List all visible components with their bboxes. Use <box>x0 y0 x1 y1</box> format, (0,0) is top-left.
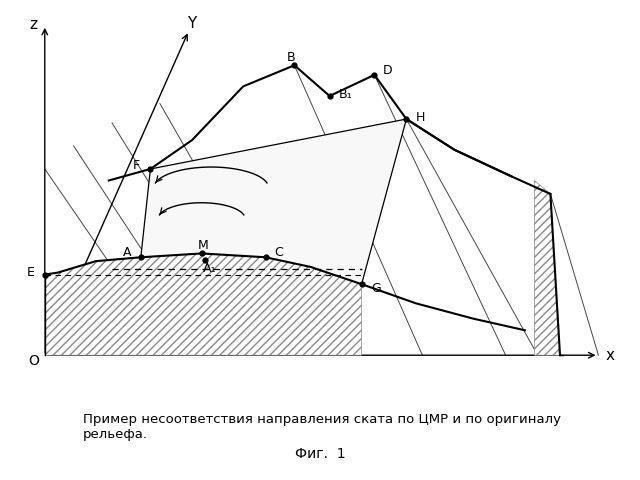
Text: рельефа.: рельефа. <box>83 428 148 441</box>
Text: Пример несоответствия направления ската по ЦМР и по оригиналу: Пример несоответствия направления ската … <box>83 413 561 427</box>
Text: O: O <box>28 354 38 368</box>
Text: B: B <box>287 51 296 64</box>
Polygon shape <box>534 180 560 355</box>
Polygon shape <box>45 253 362 355</box>
Text: A₁: A₁ <box>203 262 217 275</box>
Text: A: A <box>122 246 131 259</box>
Text: D: D <box>382 64 392 77</box>
Text: F: F <box>132 158 140 172</box>
Text: C: C <box>274 246 283 259</box>
Text: B₁: B₁ <box>339 87 353 101</box>
Text: H: H <box>416 110 425 124</box>
Text: z: z <box>29 17 37 33</box>
Text: G: G <box>371 281 381 295</box>
Text: x: x <box>605 348 614 363</box>
Text: Фиг.  1: Фиг. 1 <box>294 446 346 461</box>
Text: Y: Y <box>188 16 196 31</box>
Polygon shape <box>141 119 406 284</box>
Text: M: M <box>198 239 208 252</box>
Text: E: E <box>27 266 35 279</box>
